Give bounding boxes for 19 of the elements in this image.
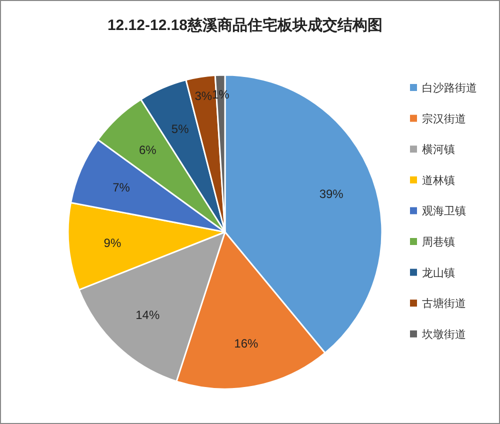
legend-label: 周巷镇 bbox=[422, 236, 455, 248]
legend-label: 道林镇 bbox=[422, 174, 455, 187]
data-label: 7% bbox=[112, 180, 130, 195]
chart-title: 12.12-12.18慈溪商品住宅板块成交结构图 bbox=[107, 16, 383, 34]
legend-label: 白沙路街道 bbox=[422, 82, 477, 94]
data-label: 5% bbox=[171, 122, 190, 136]
data-label: 14% bbox=[136, 308, 160, 322]
legend-label: 宗汉街道 bbox=[422, 112, 466, 126]
legend-label: 横河镇 bbox=[422, 143, 455, 156]
legend-label: 观海卫镇 bbox=[422, 206, 466, 218]
legend-label: 坎墩街道 bbox=[421, 328, 466, 341]
data-label: 39% bbox=[319, 187, 344, 202]
data-label: 16% bbox=[234, 336, 259, 351]
data-label: 6% bbox=[138, 143, 157, 158]
data-label: 3% bbox=[194, 89, 212, 104]
data-label: 1% bbox=[212, 87, 230, 102]
data-label: 9% bbox=[104, 236, 122, 250]
legend-label: 古塘街道 bbox=[422, 297, 466, 310]
legend-label: 龙山镇 bbox=[422, 266, 455, 280]
